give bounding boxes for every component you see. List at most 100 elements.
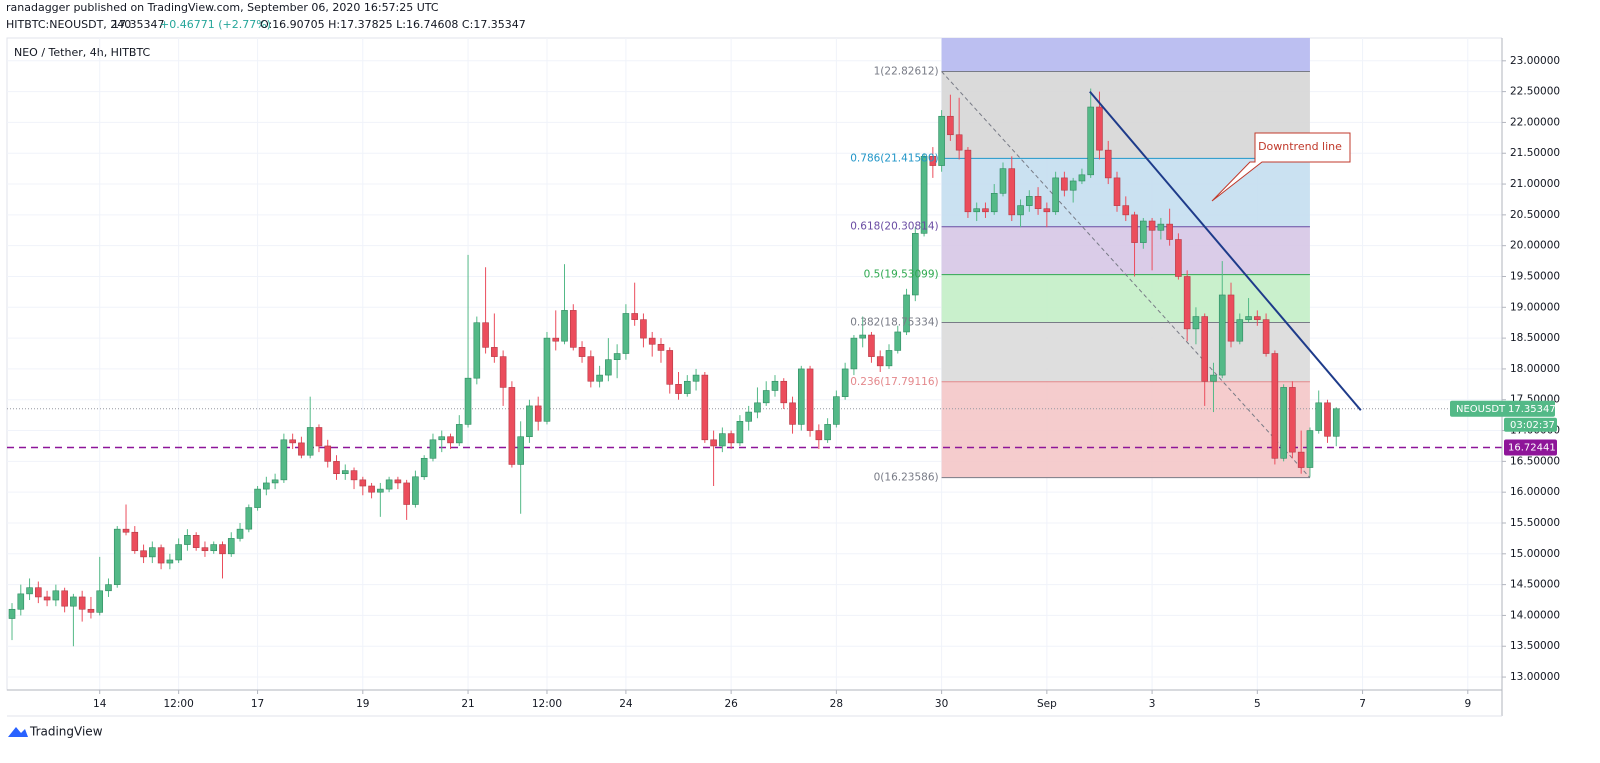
candle-body — [1315, 402, 1323, 431]
candle-body — [157, 547, 165, 564]
y-tick-label: 14.50000 — [1510, 579, 1560, 591]
y-tick-label: 19.00000 — [1510, 301, 1560, 313]
candle-body — [201, 547, 209, 552]
y-tick-label: 22.50000 — [1510, 86, 1560, 98]
price-tag-name: NEOUSDT — [1456, 404, 1506, 415]
candle-body — [526, 405, 533, 438]
candle-body — [105, 584, 112, 592]
hline-tag — [1504, 439, 1557, 456]
candle-body — [640, 319, 647, 339]
y-tick-label: 22.00000 — [1510, 116, 1560, 128]
candle-body — [368, 485, 375, 493]
candle-body — [929, 156, 937, 166]
candle-body — [350, 470, 358, 481]
candle-body — [1148, 220, 1156, 231]
candle-body — [675, 384, 682, 394]
candle-body — [1104, 149, 1112, 179]
x-tick-label: 3 — [1149, 698, 1156, 710]
candle-body — [341, 470, 349, 474]
header-change: +0.46771 (+2.77%) — [160, 18, 271, 31]
candle-body — [806, 368, 814, 431]
x-tick-label: 12:00 — [164, 698, 194, 710]
x-tick-label: 21 — [461, 698, 474, 710]
candle-body — [543, 337, 551, 422]
candle-body — [859, 334, 866, 339]
candle-body — [227, 538, 235, 555]
candle-body — [1069, 180, 1077, 191]
y-tick-label: 18.00000 — [1510, 363, 1560, 375]
candle-body — [1324, 402, 1331, 437]
candle-body — [87, 608, 95, 613]
candle-body — [184, 535, 191, 545]
header-ohlc: O:16.90705 H:17.37825 L:16.74608 C:17.35… — [260, 18, 526, 31]
candle-body — [657, 343, 665, 351]
candle-body — [1201, 316, 1209, 382]
annotation: Downtrend line — [1258, 140, 1342, 153]
candle-body — [1245, 316, 1252, 320]
candle-body — [271, 479, 279, 484]
candle-body — [403, 482, 410, 505]
candle-body — [605, 359, 612, 376]
candle-body — [333, 461, 340, 474]
candle-body — [762, 390, 770, 404]
candle-body — [473, 322, 481, 379]
candle-body — [254, 488, 261, 508]
candle-body — [289, 439, 296, 444]
candle-body — [113, 528, 121, 585]
candle-body — [491, 347, 498, 357]
axis-area — [1502, 0, 1600, 763]
candle-body — [771, 380, 779, 391]
candle-body — [149, 547, 156, 558]
header-price: 17.35347 — [112, 18, 165, 31]
fib-label: 0.5(19.53099) — [864, 269, 939, 281]
candle-body — [1052, 177, 1059, 213]
trend-line — [1089, 90, 1362, 411]
y-tick-label: 16.00000 — [1510, 486, 1560, 498]
y-tick-label: 16.50000 — [1510, 455, 1560, 467]
candle-body — [1140, 220, 1147, 243]
candle-body — [43, 596, 51, 601]
candle-body — [245, 507, 253, 530]
candle-body — [175, 544, 182, 561]
candle-body — [990, 192, 998, 213]
candle-body — [587, 356, 595, 382]
candle-body — [455, 424, 463, 444]
candle-body — [552, 337, 560, 342]
candle-body — [166, 559, 174, 564]
candle-body — [1157, 223, 1165, 231]
x-tick-label: 28 — [830, 698, 843, 710]
candle-body — [1271, 353, 1279, 459]
candle-body — [622, 313, 630, 354]
candle-body — [499, 356, 507, 388]
candle-body — [780, 380, 788, 404]
candle-body — [1236, 319, 1244, 342]
candle-body — [1306, 430, 1314, 468]
candle-body — [982, 208, 989, 213]
candle-body — [61, 590, 68, 607]
candle-body — [1218, 294, 1226, 376]
candle-body — [701, 374, 709, 441]
candle-body — [96, 590, 104, 613]
y-tick-label: 23.00000 — [1510, 55, 1560, 67]
fib-band — [941, 38, 1310, 72]
fib-label: 0.618(20.30814) — [850, 221, 938, 233]
candle-body — [517, 436, 524, 465]
candle-body — [17, 593, 25, 610]
candle-body — [429, 439, 437, 459]
candle-body — [394, 479, 402, 484]
candle-body — [140, 550, 147, 558]
x-tick-label: 9 — [1464, 698, 1471, 710]
candle-body — [1280, 387, 1287, 459]
candle-body — [534, 405, 542, 422]
candle-body — [70, 596, 77, 607]
candle-body — [482, 322, 489, 348]
candle-body — [464, 377, 472, 425]
price-tag — [1450, 400, 1555, 417]
x-tick-label: 30 — [935, 698, 948, 710]
callout — [1211, 132, 1351, 202]
candle-body — [1297, 451, 1305, 468]
candle-body — [1210, 374, 1217, 382]
candle-body — [1332, 408, 1340, 437]
candle-body — [412, 476, 419, 505]
